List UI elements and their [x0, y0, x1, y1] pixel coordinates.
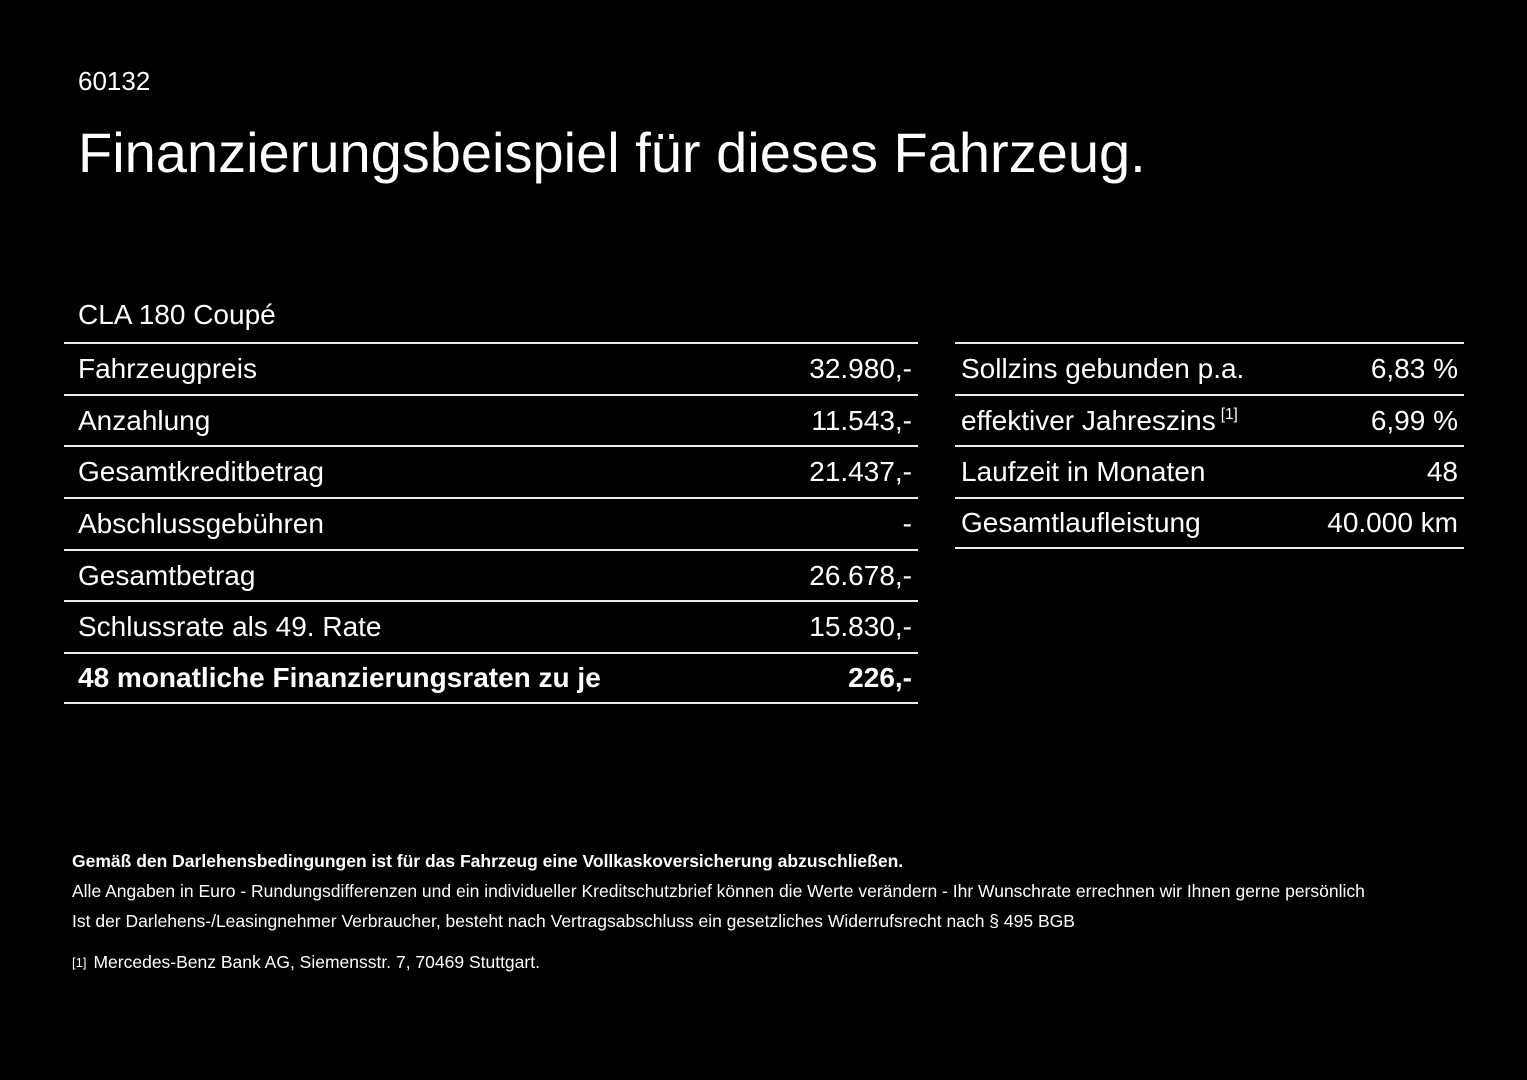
row-value: 26.678,-: [809, 559, 912, 591]
table-row-schlussrate: Schlussrate als 49. Rate 15.830,-: [64, 600, 918, 652]
row-value: 32.980,-: [809, 352, 912, 384]
row-label: Schlussrate als 49. Rate: [78, 611, 382, 643]
row-label: Anzahlung: [78, 404, 211, 436]
table-row-effektiver-jahreszins: effektiver Jahreszins [1] 6,99 %: [955, 393, 1464, 446]
table-row-sollzins: Sollzins gebunden p.a. 6,83 %: [955, 342, 1464, 394]
row-value: 21.437,-: [809, 456, 912, 488]
footnote-reference: [1]: [1220, 406, 1238, 424]
row-label: Sollzins gebunden p.a.: [961, 352, 1245, 384]
table-row-abschlussgebuehren: Abschlussgebühren -: [64, 497, 918, 549]
footnote-marker: [1]: [72, 955, 87, 970]
table-row-monatsrate: 48 monatliche Finanzierungsraten zu je 2…: [64, 652, 918, 704]
row-value: -: [902, 507, 912, 539]
financing-table: Fahrzeugpreis 32.980,- Anzahlung 11.543,…: [64, 342, 918, 704]
row-value: 6,99 %: [1370, 404, 1458, 436]
row-label: Gesamtbetrag: [78, 559, 256, 591]
table-row-anzahlung: Anzahlung 11.543,-: [64, 393, 918, 446]
vehicle-model: CLA 180 Coupé: [78, 299, 276, 330]
withdrawal-note: Ist der Darlehens-/Leasingnehmer Verbrau…: [72, 911, 1075, 931]
row-label: Gesamtkreditbetrag: [78, 456, 324, 488]
offer-number: 60132: [78, 66, 151, 96]
row-value: 6,83 %: [1370, 352, 1458, 384]
insurance-note: Gemäß den Darlehensbedingungen ist für d…: [72, 851, 904, 871]
row-label: Fahrzeugpreis: [78, 352, 257, 384]
row-value: 226,-: [848, 661, 912, 693]
row-value: 15.830,-: [809, 611, 912, 643]
footnote-text: Mercedes-Benz Bank AG, Siemensstr. 7, 70…: [93, 952, 540, 972]
row-value: 40.000 km: [1327, 506, 1458, 538]
disclaimer-note: Alle Angaben in Euro - Rundungsdifferenz…: [72, 881, 1365, 901]
table-row-gesamtlaufleistung: Gesamtlaufleistung 40.000 km: [955, 497, 1464, 549]
table-row-fahrzeugpreis: Fahrzeugpreis 32.980,-: [64, 342, 918, 394]
row-value: 11.543,-: [811, 404, 912, 436]
table-row-laufzeit: Laufzeit in Monaten 48: [955, 445, 1464, 497]
page-title: Finanzierungsbeispiel für dieses Fahrzeu…: [78, 121, 1146, 184]
table-row-gesamtbetrag: Gesamtbetrag 26.678,-: [64, 548, 918, 601]
row-label: Gesamtlaufleistung: [961, 506, 1201, 538]
row-label: Laufzeit in Monaten: [961, 456, 1206, 488]
row-label: 48 monatliche Finanzierungsraten zu je: [78, 661, 601, 693]
row-value: 48: [1426, 456, 1458, 488]
footer: Gemäß den Darlehensbedingungen ist für d…: [72, 846, 1472, 977]
footnote: [1] Mercedes-Benz Bank AG, Siemensstr. 7,…: [72, 947, 1472, 977]
table-row-gesamtkreditbetrag: Gesamtkreditbetrag 21.437,-: [64, 445, 918, 497]
row-label: Abschlussgebühren: [78, 507, 324, 539]
conditions-table: Sollzins gebunden p.a. 6,83 % effektiver…: [955, 342, 1464, 549]
row-label: effektiver Jahreszins [1]: [961, 404, 1238, 436]
